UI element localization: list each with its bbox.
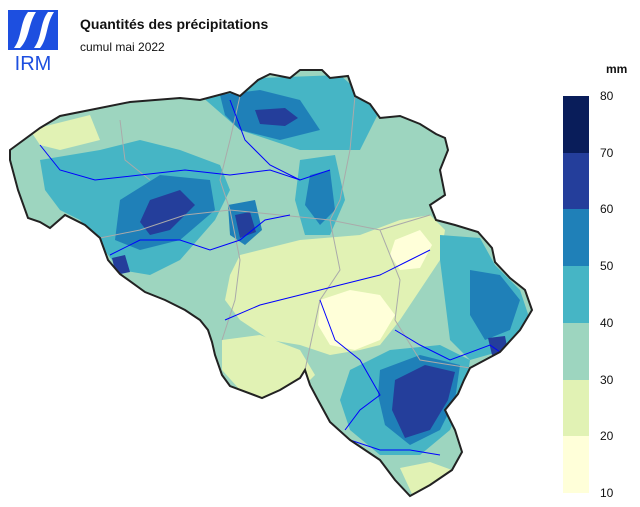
color-legend xyxy=(563,96,589,493)
legend-tick-label: 50 xyxy=(600,259,614,274)
legend-swatch xyxy=(563,322,589,380)
legend-swatch xyxy=(563,96,589,153)
legend-tick-label: 40 xyxy=(600,315,614,330)
map-title: Quantités des précipitations xyxy=(80,16,269,32)
rivers xyxy=(39,99,501,456)
map-subtitle: cumul mai 2022 xyxy=(80,40,165,54)
legend-tick-label: 80 xyxy=(600,89,614,103)
legend-tick-label: 30 xyxy=(600,372,614,387)
irm-logo: IRM xyxy=(8,10,58,74)
legend-tick-label: 10 xyxy=(600,486,614,500)
legend-unit: mm xyxy=(606,62,628,76)
precipitation-fill xyxy=(10,70,532,496)
logo-text: IRM xyxy=(15,53,52,74)
legend-tick-label: 20 xyxy=(600,429,614,444)
legend-tick-label: 60 xyxy=(600,202,614,217)
legend-tick-label: 70 xyxy=(600,145,614,160)
legend-swatch xyxy=(563,266,589,323)
precipitation-map xyxy=(9,69,533,497)
province-borders xyxy=(99,95,471,371)
legend-swatch xyxy=(563,436,589,493)
legend-swatch xyxy=(563,209,589,267)
legend-swatch xyxy=(563,379,589,437)
legend-swatch xyxy=(563,152,589,210)
